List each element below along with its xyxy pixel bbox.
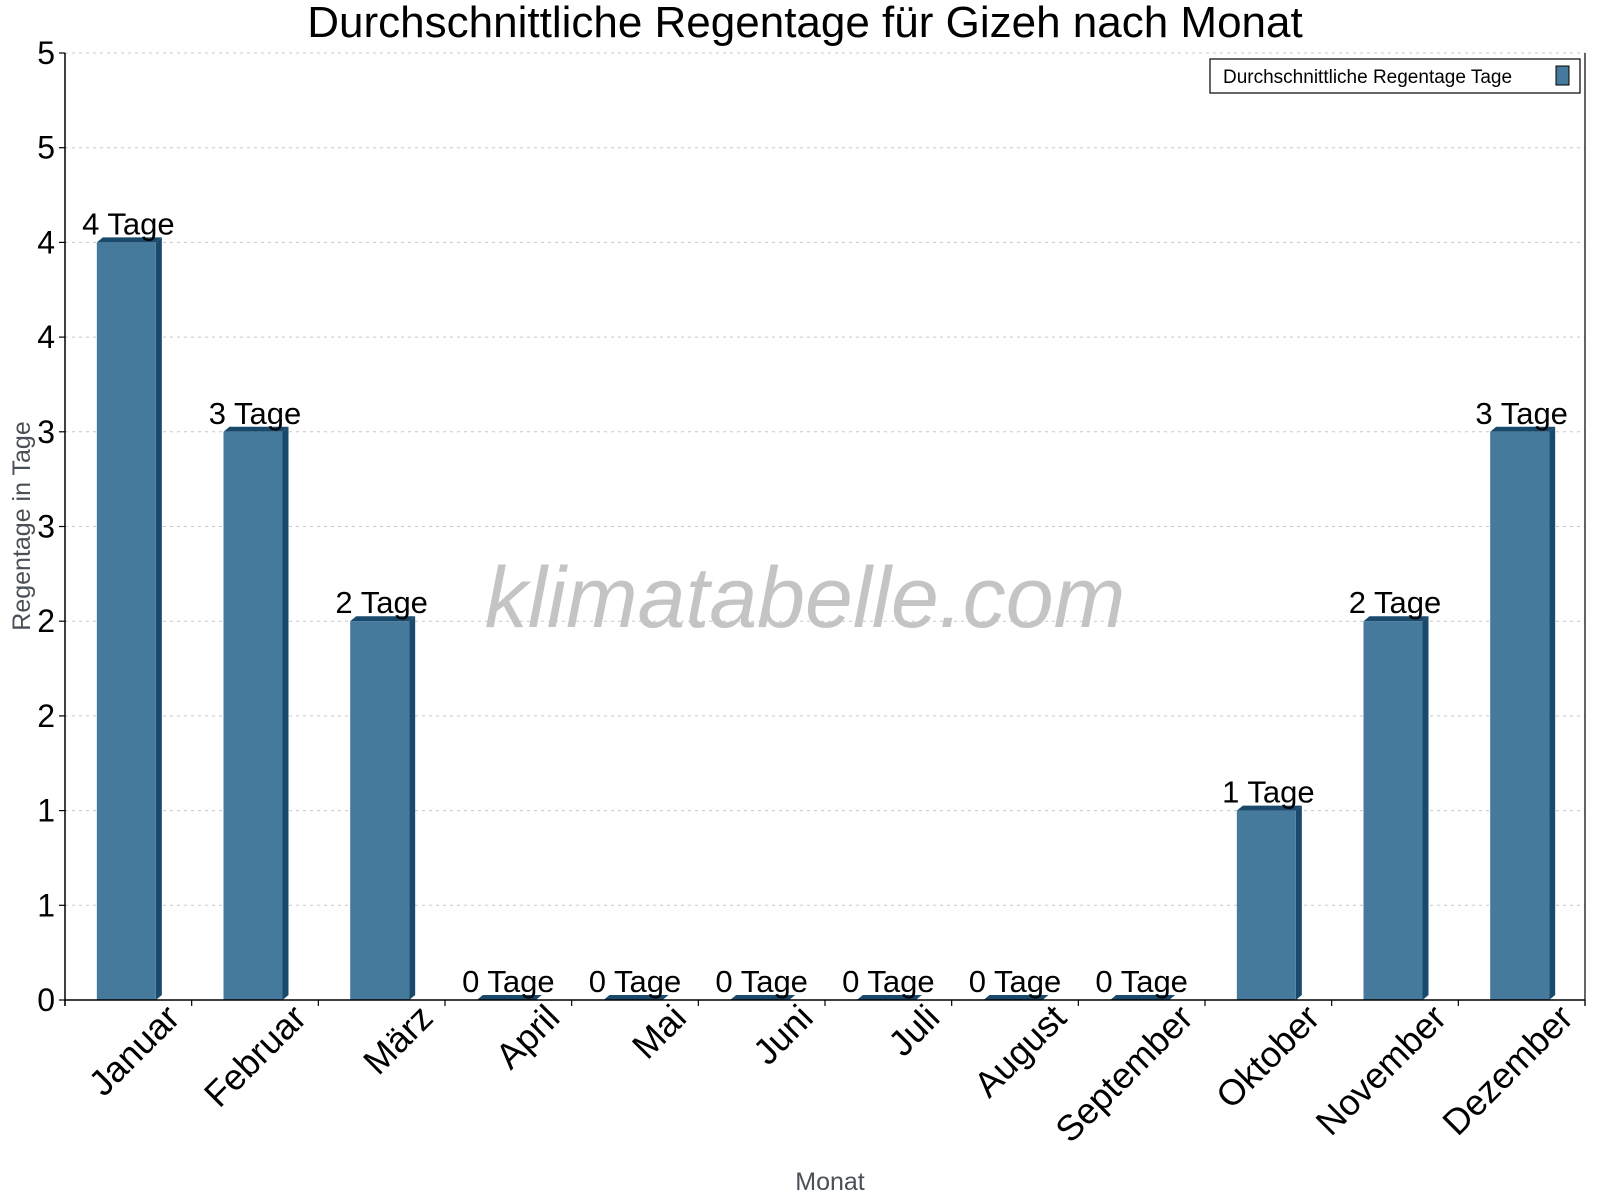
bar-top — [1490, 426, 1556, 432]
x-tick-label: Oktober — [1208, 997, 1328, 1117]
value-label: 0 Tage — [589, 964, 682, 999]
y-axis-title: Regentage in Tage — [8, 421, 36, 630]
bar-februar: 3 Tage — [209, 396, 302, 1000]
x-axis-title: Monat — [795, 1168, 865, 1196]
bar-top — [223, 426, 289, 432]
value-label: 3 Tage — [209, 396, 302, 431]
value-label: 2 Tage — [335, 585, 428, 620]
bar-side — [1295, 805, 1302, 1000]
value-label: 0 Tage — [842, 964, 935, 999]
y-tick-label: 4 — [37, 224, 55, 260]
bar-top — [1236, 805, 1302, 811]
bar-top — [350, 616, 416, 622]
bar-oktober: 1 Tage — [1222, 775, 1315, 1000]
y-tick-label: 5 — [37, 35, 55, 71]
y-tick-label: 4 — [37, 319, 55, 355]
bar-november: 2 Tage — [1349, 585, 1442, 1000]
value-label: 0 Tage — [969, 964, 1062, 999]
x-tick-label: August — [966, 997, 1074, 1105]
x-tick-label: Juni — [745, 997, 821, 1073]
bar-top — [603, 995, 669, 1000]
bar-juli: 0 Tage — [842, 964, 935, 1000]
bar-top — [1363, 616, 1429, 622]
bar-front — [223, 431, 283, 1000]
value-label: 4 Tage — [82, 206, 175, 241]
bar-front — [96, 242, 156, 1000]
y-tick-label: 1 — [37, 887, 55, 923]
axes — [64, 53, 1586, 1006]
x-tick-label: Januar — [80, 997, 187, 1104]
gridlines — [65, 52, 1585, 906]
legend-swatch — [1555, 65, 1570, 86]
value-label: 0 Tage — [462, 964, 555, 999]
x-tick-label: April — [487, 997, 567, 1077]
bar-mai: 0 Tage — [589, 964, 682, 1000]
x-tick-label: September — [1047, 997, 1201, 1151]
bar-august: 0 Tage — [969, 964, 1062, 1000]
bar-side — [1422, 616, 1429, 1000]
bar-top — [983, 995, 1049, 1000]
value-label: 2 Tage — [1349, 585, 1442, 620]
chart-title: Durchschnittliche Regentage für Gizeh na… — [307, 0, 1302, 47]
bar-januar: 4 Tage — [82, 206, 175, 1000]
y-tick-label: 2 — [37, 698, 55, 734]
bar-top — [730, 995, 796, 1000]
x-tick-label: Dezember — [1434, 997, 1580, 1143]
x-tick-label: Mai — [624, 997, 694, 1067]
x-tick-label: November — [1308, 997, 1454, 1143]
bar-top — [1110, 995, 1176, 1000]
watermark: klimatabelle.com — [485, 550, 1125, 646]
y-tick-label: 0 — [37, 982, 55, 1018]
bars: 4 Tage 3 Tage 2 Tage 0 Tage 0 Tage 0 Tage 0 Ta… — [82, 206, 1568, 1000]
bar-april: 0 Tage — [462, 964, 555, 1000]
bar-front — [1363, 621, 1423, 1000]
y-tick-label: 5 — [37, 130, 55, 166]
bar-dezember: 3 Tage — [1475, 396, 1568, 1000]
bar-front — [1490, 431, 1550, 1000]
y-tick-label: 3 — [37, 414, 55, 450]
x-tick-label: Februar — [196, 997, 314, 1115]
bar-side — [282, 426, 289, 1000]
y-tick-label: 1 — [37, 793, 55, 829]
bar-top — [856, 995, 922, 1000]
x-tick-label: Juli — [880, 997, 947, 1064]
legend: Durchschnittliche Regentage Tage — [1209, 58, 1581, 94]
y-tick-label: 2 — [37, 603, 55, 639]
x-tick-label: März — [355, 997, 441, 1083]
value-label: 3 Tage — [1475, 396, 1568, 431]
legend-box — [1209, 58, 1581, 94]
y-axis-ticks: 0 1 1 2 2 3 3 4 4 5 5 — [37, 35, 65, 1018]
bar-top — [96, 237, 162, 243]
value-label: 0 Tage — [715, 964, 808, 999]
bar-front — [350, 621, 410, 1000]
bar-side — [155, 237, 162, 1000]
bar-side — [409, 616, 416, 1000]
value-label: 1 Tage — [1222, 775, 1315, 810]
bar-top — [476, 995, 542, 1000]
y-tick-label: 3 — [37, 509, 55, 545]
legend-label: Durchschnittliche Regentage Tage — [1223, 67, 1512, 88]
bar-side — [1549, 426, 1556, 1000]
bar-juni: 0 Tage — [715, 964, 808, 1000]
bar-märz: 2 Tage — [335, 585, 428, 1000]
x-axis-ticks: Januar Februar März April Mai Juni Juli AugustS… — [64, 997, 1586, 1151]
bar-front — [1236, 810, 1296, 1000]
bar-september: 0 Tage — [1095, 964, 1188, 1000]
value-label: 0 Tage — [1095, 964, 1188, 999]
